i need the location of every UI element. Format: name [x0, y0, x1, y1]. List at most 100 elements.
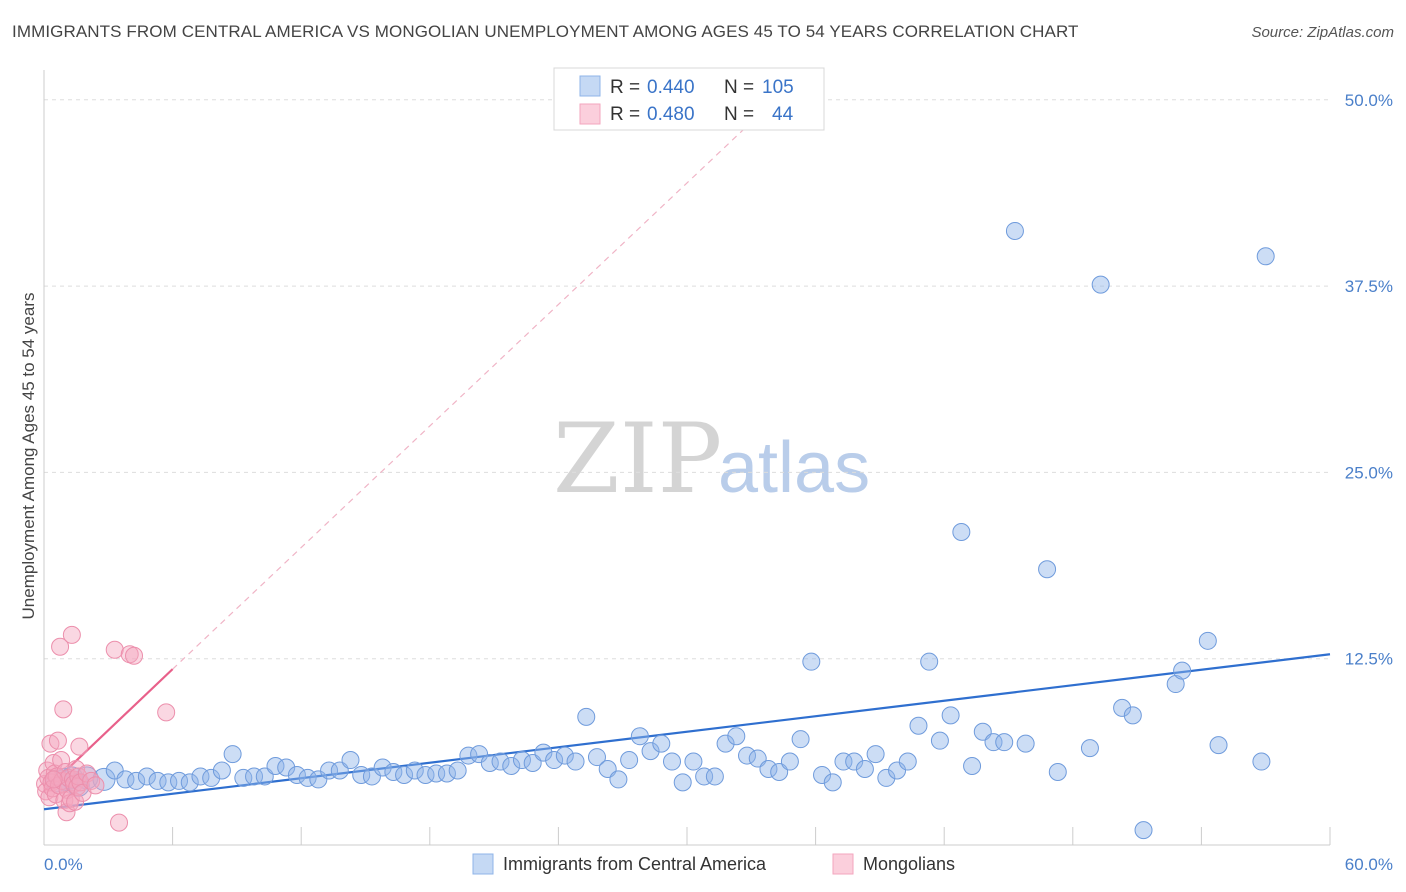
point-central-america: [1005, 221, 1024, 240]
point-central-america: [384, 762, 403, 781]
point-central-america: [202, 768, 221, 787]
point-central-america: [738, 746, 757, 765]
point-central-america: [427, 764, 446, 783]
point-mongolians: [125, 646, 144, 665]
point-central-america: [362, 767, 381, 786]
point-mongolians: [62, 625, 81, 644]
point-mongolians: [48, 731, 67, 750]
point-mongolians: [157, 703, 176, 722]
point-central-america: [180, 773, 199, 792]
point-central-america: [1252, 752, 1271, 771]
point-central-america: [437, 764, 456, 783]
point-central-america: [245, 767, 264, 786]
y-tick-label: 37.5%: [1345, 277, 1393, 296]
watermark-zip: ZIP: [553, 403, 722, 515]
bottom-legend-label-blue: Immigrants from Central America: [503, 854, 767, 874]
point-central-america: [577, 707, 596, 726]
point-central-america: [1016, 734, 1035, 753]
legend-n-label-2: N =: [724, 104, 754, 125]
point-central-america: [223, 745, 242, 764]
point-central-america: [855, 759, 874, 778]
point-mongolians: [86, 776, 105, 795]
legend-r-label-2: R =: [610, 104, 640, 125]
legend-n-value-1: 105: [762, 77, 794, 98]
legend-r-label-1: R =: [610, 77, 640, 98]
point-central-america: [545, 751, 564, 770]
point-mongolians: [67, 759, 86, 778]
point-central-america: [684, 752, 703, 771]
point-central-america: [1080, 739, 1099, 758]
bottom-legend: Immigrants from Central America Mongolia…: [472, 853, 955, 875]
point-central-america: [813, 765, 832, 784]
point-central-america: [845, 752, 864, 771]
y-axis-label: Unemployment Among Ages 45 to 54 years: [19, 293, 38, 620]
point-central-america: [1209, 736, 1228, 755]
point-mongolians: [105, 640, 124, 659]
point-central-america: [127, 771, 146, 790]
point-central-america: [405, 761, 424, 780]
legend-swatch-pink: [579, 103, 601, 125]
point-central-america: [1198, 631, 1217, 650]
y-tick-label: 12.5%: [1345, 650, 1393, 669]
point-central-america: [105, 761, 124, 780]
point-central-america: [1113, 698, 1132, 717]
legend-r-value-2: 0.480: [647, 104, 695, 125]
data-points: [36, 221, 1275, 840]
point-central-america: [802, 652, 821, 671]
point-central-america: [341, 751, 360, 770]
x-tick-label-max: 60.0%: [1345, 855, 1393, 874]
point-central-america: [920, 652, 939, 671]
point-mongolians: [44, 770, 63, 789]
point-mongolians: [54, 700, 73, 719]
point-central-america: [898, 752, 917, 771]
point-central-america: [930, 731, 949, 750]
point-central-america: [566, 752, 585, 771]
point-central-america: [395, 765, 414, 784]
point-central-america: [759, 759, 778, 778]
point-central-america: [695, 767, 714, 786]
point-central-america: [1134, 821, 1153, 840]
point-central-america: [287, 765, 306, 784]
y-tick-label: 25.0%: [1345, 463, 1393, 482]
point-central-america: [727, 727, 746, 746]
point-central-america: [491, 752, 510, 771]
legend-swatch-blue: [579, 75, 601, 97]
legend-n-label-1: N =: [724, 77, 754, 98]
point-central-america: [963, 757, 982, 776]
point-mongolians: [51, 637, 70, 656]
point-central-america: [780, 752, 799, 771]
bottom-legend-label-pink: Mongolians: [863, 854, 955, 874]
point-central-america: [984, 733, 1003, 752]
bottom-legend-swatch-pink: [832, 853, 854, 875]
legend-r-value-1: 0.440: [647, 77, 695, 98]
point-central-america: [909, 716, 928, 735]
point-central-america: [212, 761, 231, 780]
chart-title: IMMIGRANTS FROM CENTRAL AMERICA VS MONGO…: [12, 22, 1079, 41]
top-legend: R = 0.440 N = 105 R = 0.480 N = 44: [553, 67, 825, 131]
point-central-america: [888, 761, 907, 780]
point-central-america: [716, 734, 735, 753]
point-central-america: [652, 734, 671, 753]
point-central-america: [995, 733, 1014, 752]
point-central-america: [502, 757, 521, 776]
point-mongolians: [52, 751, 71, 770]
point-central-america: [834, 752, 853, 771]
trend-line-mongolians-extended: [172, 121, 752, 670]
trend-line-mongolians: [43, 668, 174, 793]
point-central-america: [309, 770, 328, 789]
x-tick-label-min: 0.0%: [44, 855, 83, 874]
point-central-america: [587, 748, 606, 767]
bottom-legend-swatch-blue: [472, 853, 494, 875]
source-label: Source: ZipAtlas.com: [1251, 24, 1394, 41]
point-central-america: [1256, 247, 1275, 266]
point-central-america: [1038, 560, 1057, 579]
point-mongolians: [110, 813, 129, 832]
point-central-america: [823, 773, 842, 792]
point-central-america: [555, 746, 574, 765]
point-central-america: [1123, 706, 1142, 725]
point-mongolians: [70, 737, 89, 756]
point-central-america: [512, 751, 531, 770]
point-central-america: [1173, 661, 1192, 680]
point-central-america: [630, 727, 649, 746]
